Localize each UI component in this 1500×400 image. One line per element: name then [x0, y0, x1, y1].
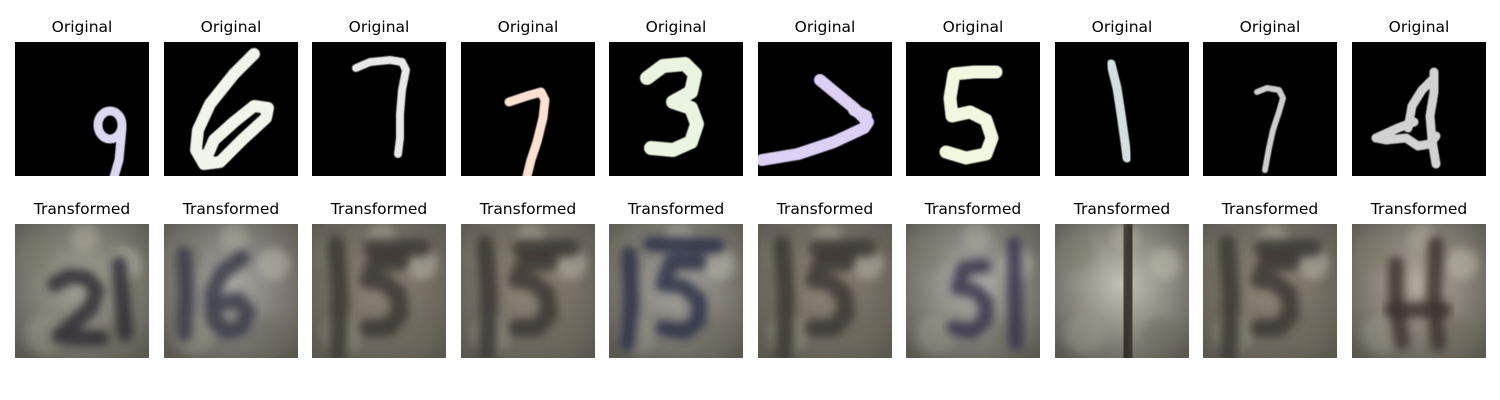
- digit-5-image: [906, 224, 1040, 358]
- digit-stroke: [939, 65, 1003, 165]
- original-digit-image: [1352, 42, 1486, 176]
- digit-stroke: [1218, 235, 1322, 358]
- original-digit-image: [1055, 42, 1189, 176]
- transformed-title: Transformed: [1073, 200, 1171, 218]
- digit-5-image: [906, 42, 1040, 176]
- digit-7-image: [758, 42, 892, 176]
- digit-5-image: [758, 224, 892, 358]
- digit-stroke: [1114, 224, 1142, 358]
- digit-stroke: [619, 236, 725, 352]
- digit-5-image: [312, 224, 446, 358]
- transformed-digit-image: [906, 224, 1040, 358]
- transformed-title: Transformed: [1370, 200, 1468, 218]
- original-title: Original: [497, 18, 559, 36]
- digit-6-image: [164, 224, 298, 358]
- digit-stroke: [352, 56, 410, 158]
- original-title: Original: [1091, 18, 1153, 36]
- digit-stroke: [93, 106, 127, 176]
- digit-stroke: [327, 235, 431, 358]
- original-digit-image: [164, 42, 298, 176]
- original-title: Original: [645, 18, 707, 36]
- transformed-digit-image: [15, 224, 149, 358]
- digit-stroke: [1106, 59, 1132, 163]
- digit-stroke: [1254, 85, 1286, 173]
- transformed-title: Transformed: [924, 200, 1022, 218]
- digit-5-image: [1203, 224, 1337, 358]
- digit-9-image: [15, 42, 149, 176]
- digit-stroke: [1384, 236, 1452, 352]
- digit-stroke: [640, 57, 704, 157]
- original-digit-image: [1203, 42, 1337, 176]
- transformed-title: Transformed: [1221, 200, 1319, 218]
- original-digit-image: [461, 42, 595, 176]
- transformed-digit-image: [164, 224, 298, 358]
- transformed-title: Transformed: [776, 200, 874, 218]
- digit-2-image: [15, 224, 149, 358]
- original-title: Original: [51, 18, 113, 36]
- transformed-digit-image: [461, 224, 595, 358]
- digit-stroke: [476, 235, 580, 358]
- digit-stroke: [1371, 67, 1441, 169]
- transformed-title: Transformed: [33, 200, 131, 218]
- digit-stroke: [190, 48, 274, 170]
- transformed-title: Transformed: [627, 200, 725, 218]
- digit-7-image: [461, 42, 595, 176]
- digit-5-image: [609, 224, 743, 358]
- digit-stroke: [946, 236, 1024, 352]
- digit-stroke: [176, 246, 256, 342]
- original-title: Original: [348, 18, 410, 36]
- digit-6-image: [164, 42, 298, 176]
- digit-5-image: [461, 224, 595, 358]
- transformed-title: Transformed: [330, 200, 428, 218]
- original-digit-image: [15, 42, 149, 176]
- digit-7-image: [312, 42, 446, 176]
- digit-4-image: [1352, 224, 1486, 358]
- transformed-digit-image: [1203, 224, 1337, 358]
- transformed-title: Transformed: [479, 200, 577, 218]
- transformed-digit-image: [609, 224, 743, 358]
- original-digit-image: [758, 42, 892, 176]
- original-title: Original: [794, 18, 856, 36]
- digit-7-image: [1203, 42, 1337, 176]
- transformed-digit-image: [758, 224, 892, 358]
- original-digit-image: [609, 42, 743, 176]
- digit-3-image: [609, 42, 743, 176]
- digit-stroke: [47, 256, 133, 346]
- digit-stroke: [773, 235, 877, 358]
- digit-4-image: [1352, 42, 1486, 176]
- digit-stroke: [758, 74, 874, 166]
- digit-1-image: [1055, 224, 1189, 358]
- transformed-digit-image: [1352, 224, 1486, 358]
- digit-stroke: [504, 87, 550, 176]
- transformed-digit-image: [312, 224, 446, 358]
- original-title: Original: [942, 18, 1004, 36]
- original-digit-image: [312, 42, 446, 176]
- original-title: Original: [1239, 18, 1301, 36]
- original-title: Original: [1388, 18, 1450, 36]
- original-digit-image: [906, 42, 1040, 176]
- digit-1-image: [1055, 42, 1189, 176]
- transformed-title: Transformed: [182, 200, 280, 218]
- transformed-digit-image: [1055, 224, 1189, 358]
- original-title: Original: [200, 18, 262, 36]
